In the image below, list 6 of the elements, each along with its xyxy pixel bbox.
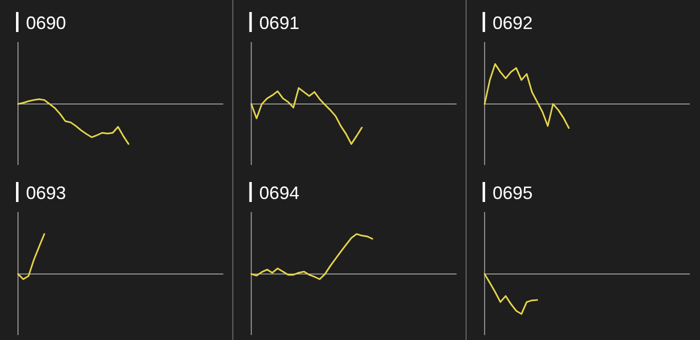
chart-title: 0695 (492, 183, 533, 203)
chart-title: 0693 (26, 183, 66, 203)
chart-title: 0692 (492, 13, 533, 33)
chart-title: 0691 (259, 13, 300, 33)
chart-title: 0690 (26, 13, 66, 33)
chart-title: 0694 (259, 183, 300, 203)
